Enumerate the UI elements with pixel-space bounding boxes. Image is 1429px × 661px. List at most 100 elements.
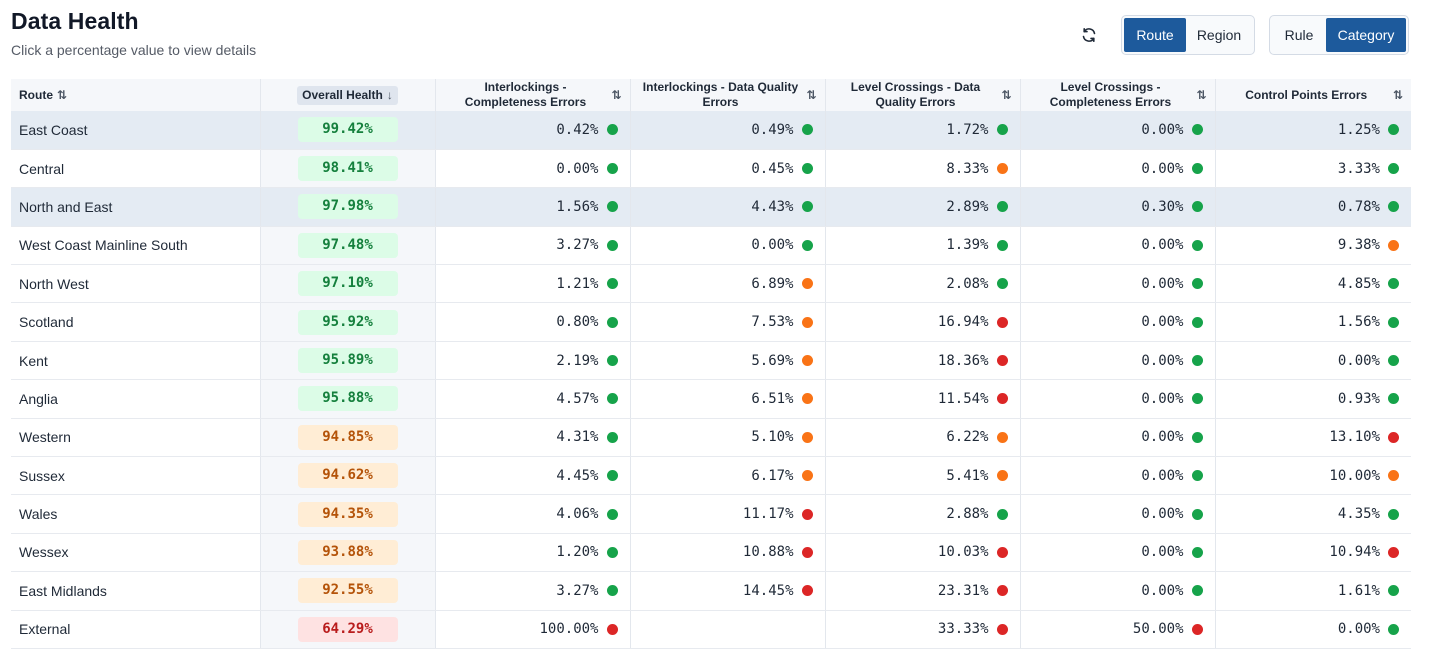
- error-percentage[interactable]: 1.20%: [556, 544, 599, 561]
- error-percentage[interactable]: 0.45%: [751, 160, 794, 177]
- refresh-button[interactable]: [1072, 16, 1106, 54]
- overall-health-value[interactable]: 93.88%: [297, 539, 398, 565]
- error-percentage[interactable]: 0.00%: [1337, 621, 1380, 638]
- error-percentage[interactable]: 9.38%: [1337, 237, 1380, 254]
- error-percentage[interactable]: 0.78%: [1337, 198, 1380, 215]
- error-percentage[interactable]: 2.89%: [946, 198, 989, 215]
- table-row[interactable]: Wessex 93.88% 1.20% 10.88% 10.03% 0.00% 10.94%: [11, 533, 1411, 573]
- error-percentage[interactable]: 10.03%: [937, 544, 989, 561]
- error-percentage[interactable]: 0.00%: [1141, 237, 1184, 254]
- region-toggle-button[interactable]: Region: [1196, 27, 1242, 43]
- overall-health-value[interactable]: 95.92%: [297, 309, 398, 335]
- error-percentage[interactable]: 1.72%: [946, 121, 989, 138]
- error-percentage[interactable]: 4.35%: [1337, 506, 1380, 523]
- table-row[interactable]: Anglia 95.88% 4.57% 6.51% 11.54% 0.00% 0.93%: [11, 379, 1411, 419]
- error-percentage[interactable]: 11.17%: [742, 506, 794, 523]
- error-percentage[interactable]: 4.57%: [556, 390, 599, 407]
- table-row[interactable]: North West 97.10% 1.21% 6.89% 2.08% 0.00% 4.85…: [11, 264, 1411, 304]
- overall-health-value[interactable]: 95.89%: [297, 348, 398, 374]
- error-percentage[interactable]: 3.33%: [1337, 160, 1380, 177]
- table-row[interactable]: West Coast Mainline South 97.48% 3.27% 0.00…: [11, 226, 1411, 266]
- overall-health-value[interactable]: 94.35%: [297, 501, 398, 527]
- error-percentage[interactable]: 0.00%: [556, 160, 599, 177]
- column-header-level-crossings-data-quality[interactable]: Level Crossings - Data Quality Errors ⇅: [825, 79, 1021, 111]
- route-toggle-button[interactable]: Route: [1124, 18, 1186, 52]
- error-percentage[interactable]: 4.31%: [556, 429, 599, 446]
- column-header-interlockings-completeness[interactable]: Interlockings - Completeness Errors ⇅: [435, 79, 631, 111]
- overall-health-value[interactable]: 97.10%: [297, 271, 398, 297]
- error-percentage[interactable]: 4.45%: [556, 467, 599, 484]
- overall-health-value[interactable]: 97.98%: [297, 194, 398, 220]
- error-percentage[interactable]: 50.00%: [1132, 621, 1184, 638]
- error-percentage[interactable]: 0.00%: [1141, 429, 1184, 446]
- error-percentage[interactable]: 6.17%: [751, 467, 794, 484]
- error-percentage[interactable]: 0.00%: [751, 237, 794, 254]
- error-percentage[interactable]: 0.00%: [1141, 314, 1184, 331]
- error-percentage[interactable]: 0.42%: [556, 121, 599, 138]
- error-percentage[interactable]: 3.27%: [556, 582, 599, 599]
- error-percentage[interactable]: 1.56%: [1337, 314, 1380, 331]
- error-percentage[interactable]: 0.00%: [1141, 390, 1184, 407]
- error-percentage[interactable]: 1.56%: [556, 198, 599, 215]
- table-row[interactable]: East Midlands 92.55% 3.27% 14.45% 23.31% 0.00…: [11, 571, 1411, 611]
- error-percentage[interactable]: 10.94%: [1329, 544, 1380, 561]
- error-percentage[interactable]: 23.31%: [937, 582, 989, 599]
- error-percentage[interactable]: 0.00%: [1141, 582, 1184, 599]
- error-percentage[interactable]: 4.06%: [556, 506, 599, 523]
- error-percentage[interactable]: 0.30%: [1141, 198, 1184, 215]
- error-percentage[interactable]: 16.94%: [937, 314, 989, 331]
- error-percentage[interactable]: 5.69%: [751, 352, 794, 369]
- overall-health-value[interactable]: 92.55%: [297, 578, 398, 604]
- column-header-interlockings-data-quality[interactable]: Interlockings - Data Quality Errors ⇅: [630, 79, 826, 111]
- overall-health-value[interactable]: 98.41%: [297, 156, 398, 182]
- error-percentage[interactable]: 5.41%: [946, 467, 989, 484]
- error-percentage[interactable]: 33.33%: [937, 621, 989, 638]
- error-percentage[interactable]: 0.00%: [1141, 275, 1184, 292]
- column-header-level-crossings-completeness[interactable]: Level Crossings - Completeness Errors ⇅: [1020, 79, 1216, 111]
- table-row[interactable]: Wales 94.35% 4.06% 11.17% 2.88% 0.00% 4.35%: [11, 494, 1411, 534]
- error-percentage[interactable]: 10.88%: [742, 544, 794, 561]
- error-percentage[interactable]: 0.00%: [1141, 160, 1184, 177]
- table-row[interactable]: Scotland 95.92% 0.80% 7.53% 16.94% 0.00% 1.56%: [11, 302, 1411, 342]
- error-percentage[interactable]: 0.00%: [1141, 121, 1184, 138]
- error-percentage[interactable]: 6.22%: [946, 429, 989, 446]
- error-percentage[interactable]: 4.85%: [1337, 275, 1380, 292]
- error-percentage[interactable]: 0.93%: [1337, 390, 1380, 407]
- table-row[interactable]: External 64.29% 100.00% 33.33% 50.00% 0.00%: [11, 610, 1411, 649]
- table-row[interactable]: East Coast 99.42% 0.42% 0.49% 1.72% 0.00% 1.25…: [11, 111, 1411, 150]
- error-percentage[interactable]: 2.08%: [946, 275, 989, 292]
- error-percentage[interactable]: 6.89%: [751, 275, 794, 292]
- error-percentage[interactable]: 7.53%: [751, 314, 794, 331]
- error-percentage[interactable]: 11.54%: [937, 390, 989, 407]
- column-header-overall-health[interactable]: Overall Health ↓: [260, 79, 436, 111]
- overall-health-value[interactable]: 64.29%: [297, 616, 398, 642]
- table-row[interactable]: Kent 95.89% 2.19% 5.69% 18.36% 0.00% 0.00%: [11, 341, 1411, 381]
- table-row[interactable]: North and East 97.98% 1.56% 4.43% 2.89% 0.30%…: [11, 187, 1411, 227]
- table-row[interactable]: Western 94.85% 4.31% 5.10% 6.22% 0.00% 13.10%: [11, 418, 1411, 458]
- error-percentage[interactable]: 0.49%: [751, 121, 794, 138]
- error-percentage[interactable]: 0.00%: [1337, 352, 1380, 369]
- overall-health-value[interactable]: 99.42%: [297, 117, 398, 143]
- overall-health-value[interactable]: 97.48%: [297, 232, 398, 258]
- error-percentage[interactable]: 1.39%: [946, 237, 989, 254]
- error-percentage[interactable]: 8.33%: [946, 160, 989, 177]
- error-percentage[interactable]: 2.88%: [946, 506, 989, 523]
- table-row[interactable]: Central 98.41% 0.00% 0.45% 8.33% 0.00% 3.33%: [11, 149, 1411, 189]
- error-percentage[interactable]: 0.80%: [556, 314, 599, 331]
- error-percentage[interactable]: 1.25%: [1337, 121, 1380, 138]
- error-percentage[interactable]: 18.36%: [937, 352, 989, 369]
- error-percentage[interactable]: 10.00%: [1329, 467, 1380, 484]
- column-header-control-points[interactable]: Control Points Errors ⇅: [1215, 79, 1411, 111]
- error-percentage[interactable]: 0.00%: [1141, 506, 1184, 523]
- error-percentage[interactable]: 1.61%: [1337, 582, 1380, 599]
- error-percentage[interactable]: 6.51%: [751, 390, 794, 407]
- error-percentage[interactable]: 5.10%: [751, 429, 794, 446]
- error-percentage[interactable]: 3.27%: [556, 237, 599, 254]
- error-percentage[interactable]: 14.45%: [742, 582, 794, 599]
- error-percentage[interactable]: 100.00%: [539, 621, 599, 638]
- overall-health-value[interactable]: 95.88%: [297, 386, 398, 412]
- error-percentage[interactable]: 13.10%: [1329, 429, 1380, 446]
- error-percentage[interactable]: 0.00%: [1141, 352, 1184, 369]
- error-percentage[interactable]: 0.00%: [1141, 544, 1184, 561]
- overall-health-value[interactable]: 94.62%: [297, 463, 398, 489]
